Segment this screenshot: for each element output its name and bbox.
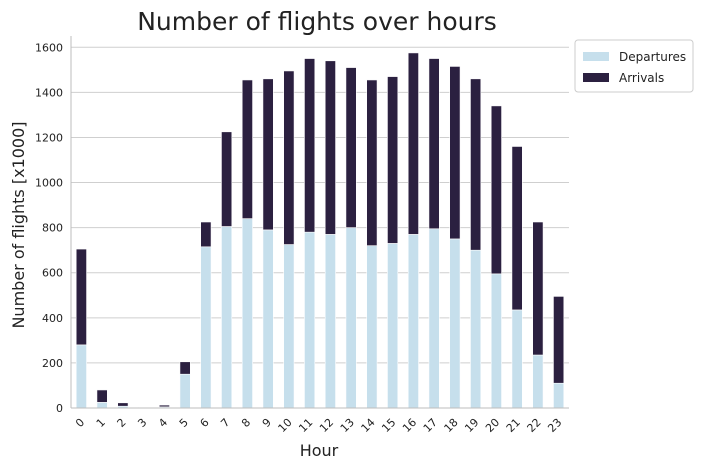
- x-tick-label: 14: [359, 416, 378, 435]
- bar-arrivals: [96, 389, 108, 403]
- legend: Departures Arrivals: [574, 39, 694, 93]
- chart-title: Number of flights over hours: [137, 7, 497, 36]
- bar-departures: [511, 309, 523, 409]
- legend-swatch-departures: [583, 52, 609, 61]
- y-gridlines: [71, 46, 569, 364]
- legend-label-arrivals: Arrivals: [619, 71, 664, 85]
- bar-arrivals: [553, 296, 565, 384]
- bar-departures: [532, 354, 544, 409]
- bar-arrivals: [490, 105, 502, 275]
- bar-arrivals: [324, 60, 336, 235]
- bar-arrivals: [241, 79, 253, 219]
- x-tick-label: 15: [379, 416, 398, 435]
- bar-departures: [75, 344, 87, 409]
- x-tick-label: 13: [338, 416, 357, 435]
- x-tick-label: 10: [276, 416, 295, 435]
- x-tick-label: 3: [135, 416, 149, 430]
- bar-departures: [428, 228, 440, 409]
- bar-departures: [200, 246, 212, 409]
- bar-departures: [262, 229, 274, 409]
- bar-departures: [449, 238, 461, 409]
- x-tick-label: 0: [73, 416, 87, 430]
- bar-arrivals: [366, 79, 378, 246]
- bar-arrivals: [470, 78, 482, 251]
- bar-departures: [304, 231, 316, 409]
- x-tick-label: 23: [545, 416, 564, 435]
- axes-layer: [70, 36, 569, 409]
- x-tick-labels: 0 1 2 3 4 5 6 7 8 9 10 11 12 13 14 15 16 17 18 19 20 21 22 23: [73, 416, 564, 435]
- x-tick-label: 7: [218, 416, 232, 430]
- bar-departures: [221, 226, 233, 409]
- x-tick-label: 9: [260, 416, 274, 430]
- bar-departures: [366, 245, 378, 409]
- bar-arrivals: [262, 78, 274, 231]
- legend-label-departures: Departures: [619, 50, 686, 64]
- bar-arrivals: [428, 58, 440, 230]
- y-tick-label: 1200: [35, 131, 63, 144]
- bar-arrivals: [200, 221, 212, 248]
- x-tick-label: 11: [296, 416, 315, 435]
- x-tick-label: 4: [156, 416, 170, 430]
- x-axis-label: Hour: [300, 441, 339, 460]
- bar-arrivals: [283, 70, 295, 245]
- y-tick-labels: 0 200 400 600 800 1000 1200 1400 1600: [35, 41, 63, 415]
- x-tick-label: 19: [462, 416, 481, 435]
- x-tick-label: 12: [317, 416, 336, 435]
- bar-departures: [179, 373, 191, 409]
- bar-departures: [490, 273, 502, 409]
- bar-departures: [345, 227, 357, 409]
- x-tick-label: 17: [421, 416, 440, 435]
- bar-departures: [241, 218, 253, 409]
- y-tick-label: 1400: [35, 86, 63, 99]
- x-tick-label: 1: [94, 416, 108, 430]
- bar-departures: [470, 249, 482, 409]
- x-tick-label: 5: [177, 416, 191, 430]
- bar-arrivals: [387, 76, 399, 244]
- y-axis-label: Number of flights [x1000]: [9, 121, 28, 328]
- y-tick-label: 1600: [35, 41, 63, 54]
- bar-departures: [96, 402, 108, 409]
- bar-arrivals: [407, 52, 419, 235]
- bars-layer: [75, 52, 565, 409]
- x-tick-label: 20: [483, 416, 502, 435]
- y-tick-label: 800: [42, 222, 63, 235]
- bar-arrivals: [449, 66, 461, 240]
- bar-departures: [387, 243, 399, 409]
- x-tick-label: 16: [400, 416, 419, 435]
- y-tick-label: 400: [42, 312, 63, 325]
- bar-departures: [324, 234, 336, 409]
- y-tick-label: 0: [56, 402, 63, 415]
- bar-departures: [283, 244, 295, 409]
- y-tick-label: 1000: [35, 177, 63, 190]
- bar-arrivals: [75, 248, 87, 346]
- x-tick-label: 22: [525, 416, 544, 435]
- bar-arrivals: [179, 361, 191, 375]
- x-tick-label: 6: [198, 416, 212, 430]
- bar-arrivals: [117, 402, 129, 407]
- x-tick-label: 18: [442, 416, 461, 435]
- bar-departures: [407, 234, 419, 409]
- bar-departures: [553, 382, 565, 409]
- bar-arrivals: [221, 131, 233, 227]
- x-tick-label: 21: [504, 416, 523, 435]
- bar-arrivals: [532, 221, 544, 356]
- bar-arrivals: [345, 67, 357, 228]
- x-tick-label: 2: [115, 416, 129, 430]
- bar-arrivals: [158, 404, 170, 408]
- y-tick-label: 600: [42, 267, 63, 280]
- bar-arrivals: [511, 146, 523, 311]
- legend-swatch-arrivals: [583, 73, 609, 82]
- bar-arrivals: [304, 58, 316, 233]
- x-tick-label: 8: [239, 416, 253, 430]
- y-tick-label: 200: [42, 357, 63, 370]
